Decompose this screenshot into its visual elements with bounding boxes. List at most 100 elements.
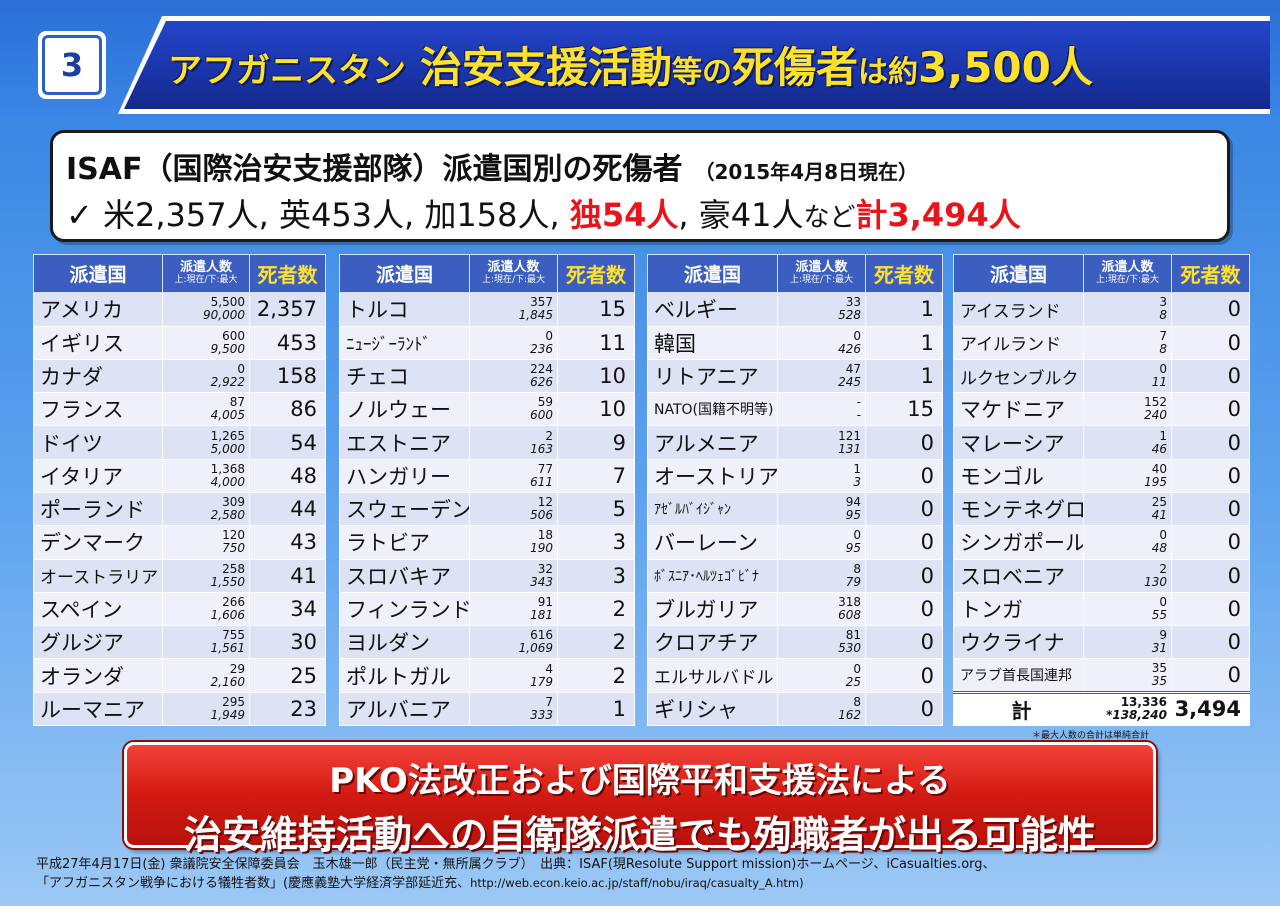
deployed-count: 258 1,550 <box>162 558 250 593</box>
deployed-count: 35 35 <box>1083 658 1172 693</box>
death-count: 15 <box>557 292 635 327</box>
table-row: ヨルダン 616 1,069 2 <box>339 625 635 660</box>
table-row: フィンランド 91 181 2 <box>339 591 635 627</box>
deployed-max: 1,606 <box>210 607 245 622</box>
deployed-max: 11 <box>1151 375 1167 390</box>
deployed-current: 0 <box>853 661 861 676</box>
country-name: トンガ <box>953 591 1084 627</box>
deployed-current: 25 <box>1151 495 1167 510</box>
table-row: バーレーン 0 95 0 <box>647 525 943 560</box>
header-deaths: 死者数 <box>865 253 943 294</box>
deployed-count: 0 48 <box>1083 525 1172 560</box>
deployed-count: 318 608 <box>777 591 866 627</box>
table-row: アイルランド 7 8 0 <box>953 325 1250 360</box>
deployed-current: 77 <box>537 461 553 476</box>
deployed-max: 2,160 <box>210 674 245 689</box>
country-name: アメリカ <box>33 292 163 327</box>
deployed-current: 318 <box>838 594 861 609</box>
deployed-max: 46 <box>1151 441 1167 456</box>
deployed-current: 0 <box>853 528 861 543</box>
deployed-max: 600 <box>530 408 553 423</box>
death-count: 3 <box>557 525 635 560</box>
deployed-max: 131 <box>838 441 861 456</box>
deployed-current: 0 <box>1159 362 1167 377</box>
summary-box <box>50 130 1230 242</box>
death-count: 23 <box>249 691 326 727</box>
title-banner-fill <box>124 21 1270 109</box>
header-deaths: 死者数 <box>1171 253 1250 294</box>
table-row: ルーマニア 295 1,949 23 <box>33 691 326 727</box>
death-count: 0 <box>1171 558 1250 593</box>
deployed-current: 18 <box>537 528 553 543</box>
death-count: 7 <box>557 458 635 494</box>
footer-line-2: 「アフガニスタン戦争における犠牲者数」(慶應義塾大学経済学部延近充、http:/… <box>36 874 1256 893</box>
deployed-count: 47 245 <box>777 358 866 394</box>
country-name: ポーランド <box>33 491 163 527</box>
deployed-max: 31 <box>1151 641 1167 656</box>
death-count: 0 <box>865 625 943 660</box>
deployed-current: 8 <box>853 561 861 576</box>
source-footer: 平成27年4月17日(金) 衆議院安全保障委員会 玉木雄一郎（民主党・無所属クラ… <box>36 856 1256 893</box>
deployed-current: 94 <box>845 495 861 510</box>
deployed-count: 755 1,561 <box>162 625 250 660</box>
deployed-current: 295 <box>222 694 245 709</box>
country-name: ヨルダン <box>339 625 470 660</box>
country-name: エストニア <box>339 425 470 460</box>
conclusion-line-1: PKO法改正および国際平和支援法による <box>329 761 951 801</box>
summary-line: ✓ 米2,357人, 英453人, 加158人, 独54人, 豪41人 など 計… <box>66 190 1021 236</box>
table-row: シンガポール 0 48 0 <box>953 525 1250 560</box>
deployed-max: 179 <box>530 674 553 689</box>
table-header-row: 派遣国 派遣人数 上:現在/下:最大 死者数 <box>339 253 635 294</box>
deployed-count: 87 4,005 <box>162 392 250 427</box>
table-row: アイスランド 3 8 0 <box>953 292 1250 327</box>
deployed-current: 0 <box>1159 528 1167 543</box>
country-name: スウェーデン <box>339 491 470 527</box>
table-row: カナダ 0 2,922 158 <box>33 358 326 394</box>
table-row: オーストリア 1 3 0 <box>647 458 943 494</box>
table-row: アラブ首長国連邦 35 35 0 <box>953 658 1250 693</box>
country-name: バーレーン <box>647 525 778 560</box>
deployed-max: 236 <box>530 341 553 356</box>
death-count: 0 <box>865 458 943 494</box>
header-deaths: 死者数 <box>557 253 635 294</box>
deployed-max: 1,069 <box>518 641 553 656</box>
deployed-count: 91 181 <box>469 591 558 627</box>
country-name: イタリア <box>33 458 163 494</box>
death-count: 48 <box>249 458 326 494</box>
country-name: チェコ <box>339 358 470 394</box>
table-row: ドイツ 1,265 5,000 54 <box>33 425 326 460</box>
country-name: ルーマニア <box>33 691 163 727</box>
death-count: 1 <box>865 325 943 360</box>
table-row: ラトビア 18 190 3 <box>339 525 635 560</box>
country-name: ラトビア <box>339 525 470 560</box>
table-row: ﾎﾞｽﾆｱ･ﾍﾙﾂｪｺﾞﾋﾞﾅ 8 79 0 <box>647 558 943 593</box>
deployed-current: 4 <box>545 661 553 676</box>
deployed-count: 7 333 <box>469 691 558 727</box>
deployed-max: 626 <box>530 375 553 390</box>
deployed-count: 8 79 <box>777 558 866 593</box>
death-count: 0 <box>1171 491 1250 527</box>
table-row: ウクライナ 9 31 0 <box>953 625 1250 660</box>
deployed-count: 266 1,606 <box>162 591 250 627</box>
deployed-current: 1 <box>1159 428 1167 443</box>
table-row: ハンガリー 77 611 7 <box>339 458 635 494</box>
footer-url: http://web.econ.keio.ac.jp/staff/nobu/ir… <box>470 876 804 890</box>
death-count: 1 <box>557 691 635 727</box>
deployed-count: 1 46 <box>1083 425 1172 460</box>
header-deployed-label: 派遣人数 <box>795 260 848 276</box>
deployed-current: 616 <box>530 628 553 643</box>
country-name: オーストリア <box>647 458 778 494</box>
deployed-count: 224 626 <box>469 358 558 394</box>
casualty-table-2: 派遣国 派遣人数 上:現在/下:最大 死者数 トルコ 357 1,845 15 ﾆｭｰｼﾞｰﾗﾝ… <box>339 253 635 727</box>
deployed-count: 0 2,922 <box>162 358 250 394</box>
death-count: 86 <box>249 392 326 427</box>
death-count: 1 <box>865 292 943 327</box>
deployed-count: 0 95 <box>777 525 866 560</box>
footer-line-2-text: 「アフガニスタン戦争における犠牲者数」(慶應義塾大学経済学部延近充、 <box>36 876 471 891</box>
table-total-row: 計 13,336 *138,240 3,494 <box>953 690 1250 727</box>
deployed-current: 3 <box>1159 295 1167 310</box>
country-name: マレーシア <box>953 425 1084 460</box>
country-name: エルサルバドル <box>647 658 778 693</box>
